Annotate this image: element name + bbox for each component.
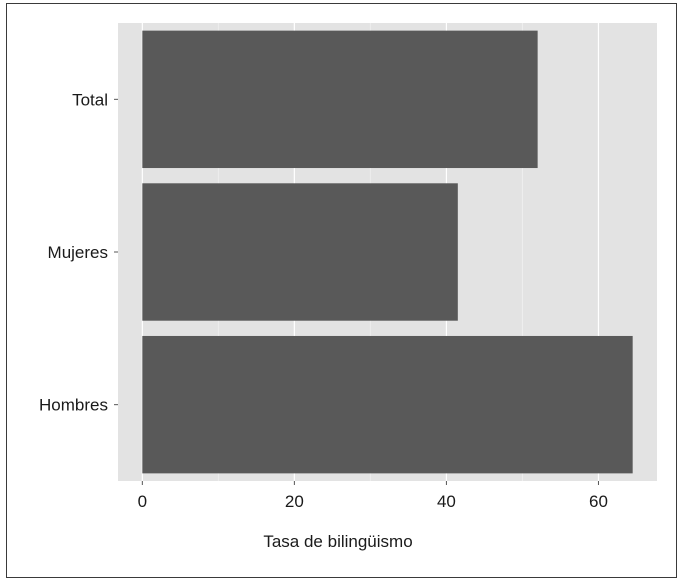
x-tick-label: 60 [589,492,608,511]
x-axis: 0 20 40 60 [138,481,608,511]
bar-chart: Total Mujeres Hombres 0 20 40 60 Tasa de bili… [39,23,657,551]
x-tick-label: 20 [285,492,304,511]
y-tick-label: Hombres [39,396,108,415]
bar-total [142,30,538,169]
bar-hombres [142,335,633,474]
bars [142,30,633,474]
x-tick-label: 40 [437,492,456,511]
y-axis: Total Mujeres Hombres [39,90,118,415]
x-axis-title: Tasa de bilingüismo [263,532,412,551]
x-tick-label: 0 [138,492,147,511]
y-tick-label: Mujeres [48,243,108,262]
y-tick-label: Total [72,90,108,109]
bar-mujeres [142,183,458,321]
